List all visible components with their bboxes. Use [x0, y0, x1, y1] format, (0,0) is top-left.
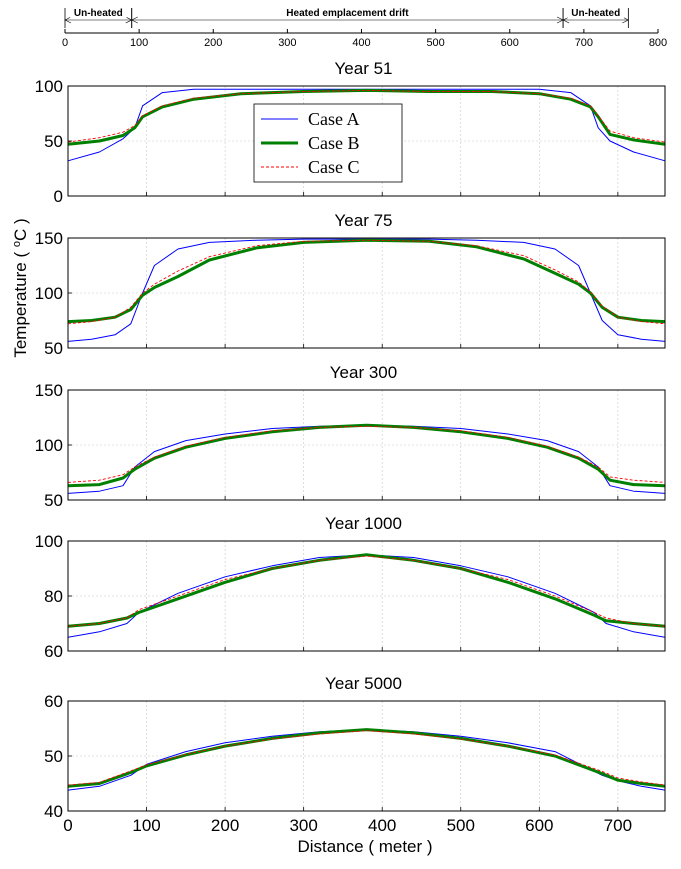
panel-year-51: 0 50 100 Year 51: [35, 59, 666, 206]
series-line-case-c: [67, 555, 666, 627]
series-line-case-b: [67, 423, 666, 488]
y-tick-label: 0: [54, 187, 63, 206]
segment-arrowhead-left: [131, 16, 138, 24]
header-tick-label: 300: [278, 37, 296, 49]
panel-title: Year 5000: [325, 674, 402, 693]
series-line-case-b: [67, 553, 666, 628]
header-tick-label: 100: [130, 37, 148, 49]
y-tick-label: 150: [35, 381, 63, 400]
y-tick-label: 50: [44, 747, 63, 766]
legend-label: Case A: [308, 109, 360, 129]
y-axis-label: Temperature ( oC ): [11, 218, 30, 357]
panel-title: Year 300: [330, 363, 397, 382]
x-tick-label: 200: [211, 816, 239, 835]
header-tick-label: 0: [62, 37, 68, 49]
series-line-case-a: [67, 424, 666, 494]
series-line-case-b: [67, 88, 666, 146]
segment-arrowhead-left: [64, 16, 72, 24]
panel-year-75: 50 100 150 Year 75: [35, 211, 666, 358]
series-line-case-c: [67, 730, 666, 786]
x-tick-label: 600: [525, 816, 553, 835]
series-line-case-c: [67, 89, 666, 143]
segment-label: Un-heated: [571, 8, 620, 19]
header-tick-label: 600: [501, 37, 519, 49]
x-tick-label: 400: [368, 816, 396, 835]
y-tick-label: 100: [35, 532, 63, 551]
panel-year-1000: 60 80 100 Year 1000: [35, 514, 666, 661]
series-line-case-a: [67, 238, 666, 342]
legend-label: Case B: [308, 133, 360, 153]
segment-label: Un-heated: [74, 8, 123, 19]
y-tick-label: 100: [35, 284, 63, 303]
series-line-case-b: [67, 728, 666, 788]
series-line-case-c: [67, 239, 666, 325]
y-label-part: Temperature (: [11, 247, 30, 358]
segment-arrowhead-right: [622, 16, 630, 24]
header-tick-label: 200: [204, 37, 222, 49]
panel-title: Year 1000: [325, 514, 402, 533]
panel-year-300: 50 100 150 Year 300: [35, 363, 666, 510]
panel-title: Year 51: [335, 59, 393, 78]
header-tick-label: 700: [575, 37, 593, 49]
y-tick-label: 60: [44, 692, 63, 711]
y-tick-label: 50: [44, 339, 63, 358]
x-tick-label: 0: [63, 816, 72, 835]
header-tick-label: 400: [352, 37, 370, 49]
segment-arrowhead-left: [562, 16, 570, 24]
y-tick-label: 100: [35, 436, 63, 455]
x-tick-label: 700: [604, 816, 632, 835]
panel-title: Year 75: [335, 211, 393, 230]
y-tick-label: 50: [44, 132, 63, 151]
y-tick-label: 40: [44, 802, 63, 821]
x-tick-label: 100: [132, 816, 160, 835]
legend-label: Case C: [308, 157, 360, 177]
x-tick-label: 300: [289, 816, 317, 835]
y-label-degree: o: [11, 241, 23, 247]
segment-label-bg: [567, 7, 624, 18]
header-tick-label: 800: [649, 37, 667, 49]
header-tick-label: 500: [426, 37, 444, 49]
y-tick-label: 100: [35, 77, 63, 96]
y-label-part: C ): [11, 218, 30, 241]
series-line-case-a: [67, 729, 666, 791]
segment-label-bg: [70, 7, 127, 18]
x-tick-label: 500: [447, 816, 475, 835]
y-tick-label: 60: [44, 642, 63, 661]
series-line-case-b: [67, 238, 666, 324]
x-axis-label: Distance ( meter ): [297, 837, 432, 856]
segment-label: Heated emplacement drift: [286, 8, 409, 19]
legend: Case A Case B Case C: [253, 103, 403, 183]
y-tick-label: 50: [44, 491, 63, 510]
series-line-case-c: [67, 425, 666, 483]
panel-year-5000: 4050600100200300400500600700800Year 5000: [44, 674, 666, 835]
segment-label-bg: [277, 7, 418, 18]
y-tick-label: 150: [35, 229, 63, 248]
y-tick-label: 80: [44, 587, 63, 606]
